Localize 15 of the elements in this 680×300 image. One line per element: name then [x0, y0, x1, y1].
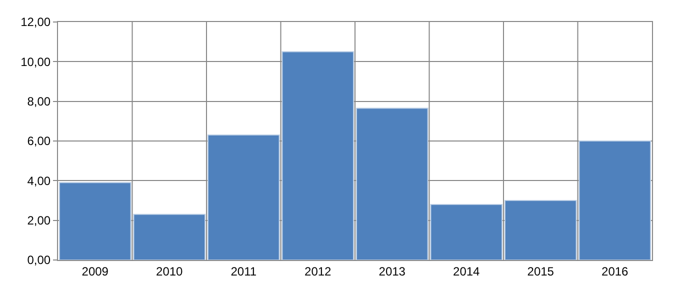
x-tick-label: 2014 [453, 264, 480, 278]
y-tick-label: 10,00 [20, 54, 51, 69]
x-tick-label: 2013 [378, 264, 406, 278]
y-tick-label: 12,00 [20, 15, 51, 30]
x-tick-label: 2010 [156, 264, 184, 278]
x-tick-label: 2015 [527, 264, 554, 278]
x-tick-label: 2009 [82, 264, 109, 278]
y-tick-label: 6,00 [27, 134, 51, 148]
x-tick-label: 2012 [304, 264, 332, 278]
x-tick-label: 2011 [230, 264, 257, 278]
y-tick-label: 0,00 [27, 253, 51, 268]
x-tick-label: 2016 [602, 264, 629, 278]
y-tick-label: 4,00 [27, 174, 51, 188]
y-tick-label: 8,00 [27, 94, 51, 109]
y-tick-label: 2,00 [27, 214, 51, 228]
